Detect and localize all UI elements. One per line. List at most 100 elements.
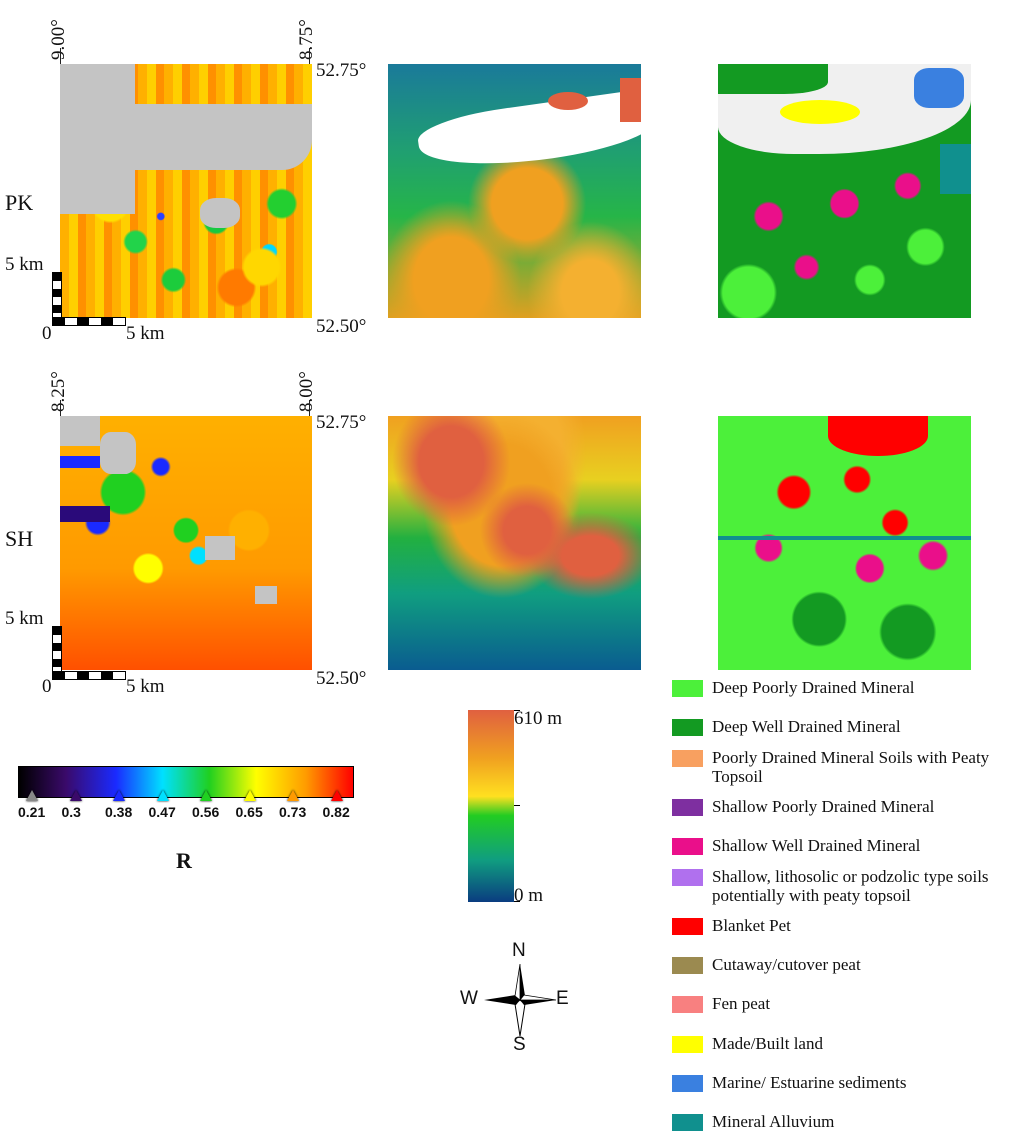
r-tick-marker [330,790,343,801]
gray-nodata-region [255,586,277,604]
compass-w-label: W [460,988,478,1009]
r-map-pk [60,64,312,318]
low-r-patch [60,506,110,522]
legend-swatch [672,996,703,1013]
scale-bar-vertical-sh [52,626,62,676]
soil-map-pk [718,64,971,318]
r-tick-marker [69,790,82,801]
gray-nodata-region [100,432,136,474]
row-label-sh: SH [5,526,34,551]
legend-item: Shallow Well Drained Mineral [672,836,1024,855]
r-tick-label: 0.38 [105,804,133,820]
legend-item: Shallow Poorly Drained Mineral [672,797,1024,816]
legend-label: Deep Well Drained Mineral [712,717,901,736]
gray-nodata-region [60,416,100,446]
compass-n-label: N [512,940,526,961]
legend-swatch [672,1114,703,1131]
soil-map-sh [718,416,971,670]
elevation-map-sh [388,416,641,670]
r-map-sh [60,416,312,670]
lon-tick-sh-right [309,400,310,416]
legend-swatch [672,838,703,855]
lon-tick-pk-left [60,48,61,64]
r-colorbar-title: R [176,848,192,873]
r-tick-marker [26,790,38,801]
compass-rose-icon [484,963,557,1037]
r-tick-marker [200,790,212,801]
scale-h-label-sh: 5 km [126,676,165,697]
scale-bar-vertical-pk [52,272,62,322]
soil-patch-alluvium [940,144,971,194]
legend-swatch [672,869,703,886]
scale-v-label-sh: 5 km [5,608,44,629]
legend-swatch [672,680,703,697]
legend-item: Made/Built land [672,1034,1024,1053]
r-tick-marker [243,790,256,801]
legend-label: Cutaway/cutover peat [712,955,861,974]
gray-nodata-region [200,198,240,228]
lat-top-label-pk: 52.75° [316,60,367,81]
lon-right-label-pk: 8.75° [296,19,317,60]
elevation-max-label: 610 m [514,708,563,729]
r-tick-label: 0.82 [322,804,350,820]
legend-swatch [672,1075,703,1092]
legend-swatch [672,750,703,767]
legend-label: Shallow, lithosolic or podzolic type soi… [712,867,989,905]
legend-label: Shallow Well Drained Mineral [712,836,921,855]
legend-label: Shallow Poorly Drained Mineral [712,797,935,816]
r-tick-label: 0.47 [148,804,176,820]
legend-item: Deep Poorly Drained Mineral [672,678,1024,697]
legend-swatch [672,719,703,736]
scale-bar-horizontal-sh [52,671,126,680]
legend-label: Fen peat [712,994,771,1013]
low-r-patch [60,456,100,468]
high-elevation-patch [620,78,641,122]
lat-top-label-sh: 52.75° [316,412,367,433]
legend-label: Poorly Drained Mineral Soils with Peaty … [712,748,990,786]
scale-origin-label-sh: 0 [42,676,52,697]
compass-east-arm-highlight [519,994,557,1001]
elevation-tick [514,710,520,711]
soil-patch-alluvium [718,536,971,540]
lon-left-label-pk: 9.00° [48,19,69,60]
legend-label: Made/Built land [712,1034,823,1053]
scale-v-label-pk: 5 km [5,254,44,275]
soil-patch-made-land [780,100,860,124]
legend-item: Poorly Drained Mineral Soils with Peaty … [672,748,1024,786]
estuary-water [415,87,641,177]
soil-patch-green [718,64,828,94]
compass-north-arm-highlight [514,963,521,1001]
gray-nodata-region [205,536,235,560]
legend-item: Shallow, lithosolic or podzolic type soi… [672,867,1024,905]
r-tick-label: 0.65 [235,804,263,820]
r-tick-marker [156,790,169,801]
r-tick-label: 0.73 [279,804,307,820]
elevation-tick [514,805,520,806]
legend-item: Fen peat [672,994,1024,1013]
scale-h-label-pk: 5 km [126,323,165,344]
elevation-tick [514,901,520,902]
lon-right-label-sh: 8.00° [296,371,317,412]
r-tick-marker [287,790,299,801]
legend-label: Deep Poorly Drained Mineral [712,678,915,697]
compass-west-arm [484,995,520,1005]
soil-patch-marine [914,68,964,108]
lon-tick-pk-right [309,48,310,64]
legend-item: Marine/ Estuarine sediments [672,1073,1024,1092]
r-tick-label: 0.56 [192,804,220,820]
r-colorbar [18,766,354,798]
high-elevation-patch [548,92,588,110]
elevation-colorbar [468,710,514,902]
legend-label: Mineral Alluvium [712,1112,835,1131]
lat-bottom-label-pk: 52.50° [316,316,367,337]
legend-item: Mineral Alluvium [672,1112,1024,1131]
soil-patch-blanket-peat [828,416,928,456]
lat-bottom-label-sh: 52.50° [316,668,367,689]
legend-label: Blanket Pet [712,916,791,935]
scale-bar-horizontal-pk [52,317,126,326]
legend-item: Deep Well Drained Mineral [672,717,1024,736]
legend-swatch [672,799,703,816]
r-tick-marker [113,790,125,801]
scale-origin-label-pk: 0 [42,323,52,344]
legend-item: Cutaway/cutover peat [672,955,1024,974]
